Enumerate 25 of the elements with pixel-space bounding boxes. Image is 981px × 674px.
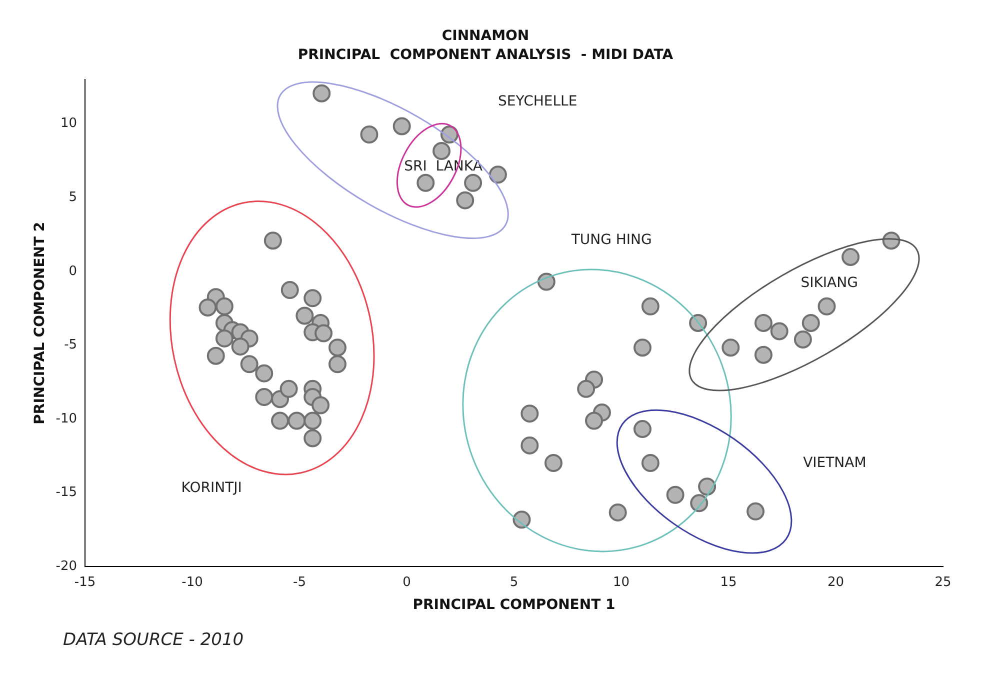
chart-subtitle: PRINCIPAL COMPONENT ANALYSIS - MIDI DATA	[298, 46, 674, 63]
annotation: SIKIANG	[800, 274, 858, 291]
y-axis-title: PRINCIPAL COMPONENT 2	[32, 222, 48, 424]
x-tick-label: -10	[182, 574, 203, 590]
x-tick-label: 15	[720, 574, 737, 590]
y-tick-label: -10	[56, 411, 78, 426]
annotation: TUNG HING	[570, 232, 652, 248]
x-tick-label: -5	[293, 574, 306, 590]
y-tick-label: 10	[60, 116, 78, 132]
source-note: DATA SOURCE - 2010	[63, 630, 244, 650]
chart-title: CINNAMON	[442, 28, 530, 44]
x-axis-title: PRINCIPAL COMPONENT 1	[412, 597, 616, 614]
x-tick-label: 25	[934, 574, 952, 590]
y-tick-label: -5	[64, 338, 78, 353]
y-tick-label: -20	[56, 558, 78, 574]
x-tick-label: 5	[510, 574, 518, 590]
annotation: VIETNAM	[803, 454, 866, 471]
x-tick-label: 10	[612, 574, 630, 590]
y-tick-label: 5	[68, 190, 78, 206]
annotation: KORINTJI	[181, 480, 242, 496]
y-tick-label: 0	[68, 264, 78, 279]
annotation: SEYCHELLE	[498, 93, 578, 110]
y-tick-label: -15	[56, 485, 78, 500]
x-tick-label: 20	[827, 574, 844, 590]
x-tick-label: 0	[402, 574, 411, 590]
